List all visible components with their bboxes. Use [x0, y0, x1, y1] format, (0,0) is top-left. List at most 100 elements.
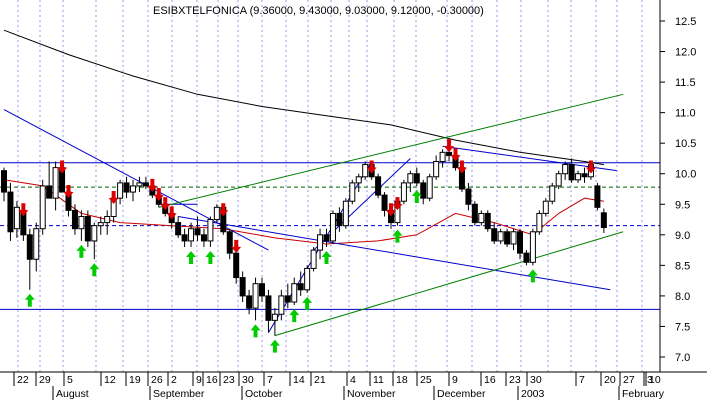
sell-signal-arrow [456, 160, 467, 174]
candle-body [310, 249, 317, 269]
trend-line [313, 158, 411, 251]
candle-body [426, 176, 433, 199]
candle-body [323, 234, 330, 242]
candle-body [26, 234, 33, 260]
day-label: 16 [484, 374, 496, 386]
y-tick-label: 9.0 [675, 230, 690, 242]
candle-body [433, 161, 440, 178]
candle-body [336, 212, 343, 227]
day-label: 3 [647, 374, 653, 386]
day-label: 2 [171, 374, 177, 386]
candle-body [446, 151, 453, 156]
buy-signal-arrow [205, 251, 216, 265]
candle-body [317, 234, 324, 251]
candle-body [175, 222, 182, 236]
candle-body [491, 228, 498, 242]
sell-signal-arrow [392, 197, 403, 211]
day-label: 11 [373, 374, 384, 386]
candle-body [278, 295, 285, 315]
day-label: 4 [350, 374, 356, 386]
day-label: 27 [623, 374, 635, 386]
sell-signal-arrow [153, 188, 164, 201]
day-label: 7 [579, 374, 585, 386]
candle-body [181, 234, 188, 242]
sell-signal-arrow [218, 203, 229, 217]
day-label: 10 [649, 374, 661, 386]
vertical-grid [17, 0, 643, 372]
candle-body [52, 167, 59, 199]
month-label: August [56, 388, 89, 400]
buy-signal-arrow [186, 251, 197, 265]
candle-body [517, 231, 523, 254]
day-label: 25 [420, 374, 432, 386]
month-label: September [153, 388, 205, 400]
y-tick-label: 10.5 [675, 138, 696, 150]
candle-body [226, 231, 233, 254]
candle-body [497, 231, 504, 242]
candle-body [239, 277, 246, 297]
day-label: 21 [314, 374, 326, 386]
day-label: 9 [196, 374, 202, 386]
buy-signal-arrow [269, 339, 280, 353]
buy-signal-arrow [89, 263, 100, 277]
y-tick-label: 11.0 [675, 108, 696, 120]
signal-arrows [18, 139, 596, 353]
candle-body [581, 173, 588, 178]
sell-signal-arrow [63, 184, 74, 198]
buy-signal-arrow [289, 309, 300, 323]
month-label: October [245, 388, 283, 400]
month-label: December [437, 388, 486, 400]
month-label: 2003 [521, 388, 545, 400]
candle-body [71, 209, 78, 230]
candle-body [188, 228, 195, 242]
y-tick-label: 11.5 [675, 77, 696, 89]
candle-body [13, 206, 20, 230]
candle-body [439, 151, 446, 163]
sell-signal-arrow [160, 197, 171, 211]
y-tick-label: 7.5 [675, 321, 690, 333]
candle-body [7, 191, 14, 233]
day-label: 5 [67, 374, 73, 386]
sell-signal-arrow [57, 160, 68, 174]
buy-signal-arrow [527, 269, 538, 283]
day-label: 18 [396, 374, 408, 386]
candle-body [252, 283, 259, 309]
day-label: 30 [530, 374, 542, 386]
candle-body [375, 176, 382, 196]
candle-body [484, 212, 491, 230]
moving-averages [3, 29, 604, 245]
y-tick-label: 12.5 [675, 16, 696, 28]
candle-body [265, 295, 272, 321]
candle-body [562, 164, 569, 175]
candle-body [349, 182, 356, 202]
sell-signal-arrow [585, 160, 596, 174]
candle-body [39, 185, 46, 230]
candle-body [568, 164, 575, 181]
candle-body [233, 252, 240, 279]
candle-body [504, 231, 511, 245]
day-label: 20 [604, 374, 616, 386]
candle-body [123, 182, 130, 193]
buy-signal-arrow [250, 324, 261, 338]
y-tick-label: 9.5 [675, 199, 690, 211]
month-label: November [347, 388, 396, 400]
day-label: 23 [509, 374, 521, 386]
candle-body [329, 212, 336, 242]
sell-signal-arrow [231, 239, 242, 253]
candle-body [413, 173, 420, 184]
candle-body [194, 228, 201, 236]
candle-body [575, 173, 582, 181]
day-label: 23 [223, 374, 235, 386]
trend-line [158, 93, 624, 208]
candle-body [130, 185, 136, 193]
candle-body [91, 225, 98, 242]
y-axis-ticks: 7.0 7.5 8.0 8.5 9.0 9.5 10.0 10.5 11.0 11.5 12.0 12… [660, 16, 696, 364]
buy-signal-arrow [302, 296, 313, 310]
buy-signal-arrow [321, 251, 332, 265]
y-tick-label: 8.0 [675, 291, 690, 303]
trend-line [442, 145, 617, 172]
candle-body [284, 295, 291, 303]
candle-body [478, 212, 485, 224]
sell-signal-arrow [444, 139, 455, 153]
